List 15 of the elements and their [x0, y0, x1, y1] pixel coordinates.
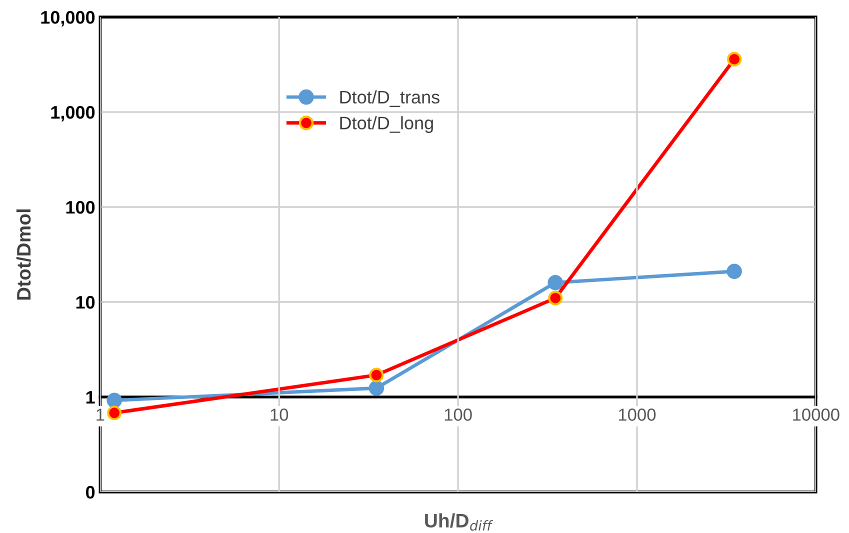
x-tick-label: 10	[270, 408, 288, 421]
x-tick-label: 1	[96, 408, 104, 421]
y-tick-label: 10,000	[41, 10, 95, 26]
y-tick-label: 10	[76, 296, 95, 309]
x-tick-label: 1000	[618, 408, 656, 421]
x-tick-label: 100	[444, 408, 472, 421]
legend-label: Dtot/D_trans	[340, 90, 440, 107]
y-tick-label: 0	[86, 486, 95, 499]
y-tick-label: 1	[86, 391, 95, 404]
legend-label: Dtot/D_long	[340, 116, 433, 133]
y-tick-label: 100	[66, 200, 95, 214]
x-axis-title: Uh/D$_{diff}$	[425, 513, 494, 531]
x-tick-label: 10000	[793, 408, 840, 421]
y-tick-label: 1,000	[51, 106, 95, 122]
y-axis-title: Dtot/Dmol	[16, 209, 31, 300]
